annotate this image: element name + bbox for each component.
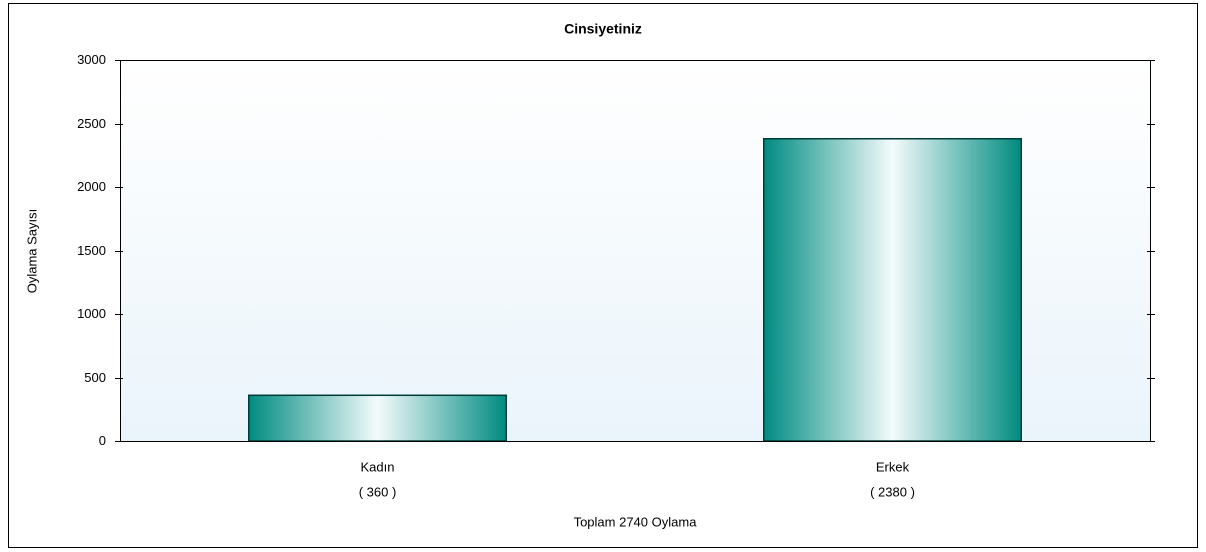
bar <box>763 137 1022 442</box>
x-tick-label: Kadın <box>361 459 395 474</box>
x-axis-label: Toplam 2740 Oylama <box>574 514 698 529</box>
x-tick-label: Erkek <box>876 459 910 474</box>
y-tick-label: 0 <box>99 433 106 448</box>
value-label: ( 360 ) <box>359 484 397 499</box>
y-tick-label: 2500 <box>77 116 106 131</box>
bar <box>248 394 507 442</box>
y-tick-label: 500 <box>84 370 106 385</box>
y-tick-label: 3000 <box>77 52 106 67</box>
chart-title: Cinsiyetiniz <box>564 21 642 37</box>
y-axis-label: Oylama Sayısı <box>24 209 39 294</box>
value-label: ( 2380 ) <box>870 484 915 499</box>
y-tick-label: 2000 <box>77 179 106 194</box>
y-tick-label: 1000 <box>77 306 106 321</box>
y-tick-label: 1500 <box>77 243 106 258</box>
